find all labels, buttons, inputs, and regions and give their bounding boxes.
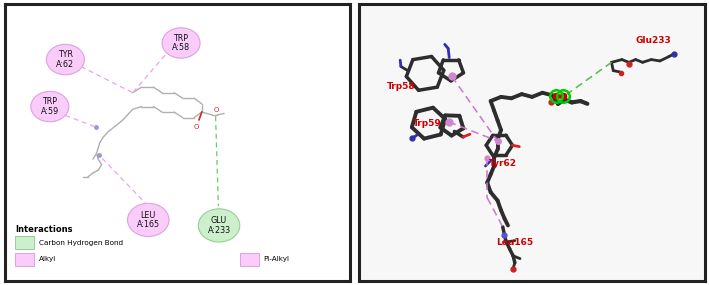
Text: TYR
A:62: TYR A:62	[56, 50, 74, 69]
Circle shape	[31, 91, 69, 122]
Text: Tyr62: Tyr62	[489, 159, 517, 168]
Circle shape	[162, 28, 200, 58]
FancyBboxPatch shape	[240, 253, 259, 266]
Text: Trp59: Trp59	[413, 119, 442, 128]
Text: O: O	[214, 107, 219, 113]
Circle shape	[46, 44, 84, 75]
Text: TRP
A:59: TRP A:59	[40, 97, 59, 116]
Text: Carbon Hydrogen Bond: Carbon Hydrogen Bond	[39, 240, 123, 246]
Text: Pi-Alkyl: Pi-Alkyl	[263, 256, 289, 262]
Text: LEU
A:165: LEU A:165	[137, 211, 160, 229]
Text: Glu233: Glu233	[636, 36, 671, 45]
Circle shape	[128, 203, 169, 237]
FancyBboxPatch shape	[16, 237, 34, 249]
Text: Alkyl: Alkyl	[39, 256, 56, 262]
Circle shape	[199, 209, 240, 242]
Text: Interactions: Interactions	[16, 225, 73, 234]
Text: GLU
A:233: GLU A:233	[208, 216, 230, 235]
Text: Trp58: Trp58	[387, 82, 415, 91]
Text: Leu165: Leu165	[496, 238, 533, 247]
Text: TRP
A:58: TRP A:58	[172, 34, 190, 52]
Text: O: O	[194, 124, 199, 130]
FancyBboxPatch shape	[16, 253, 34, 266]
